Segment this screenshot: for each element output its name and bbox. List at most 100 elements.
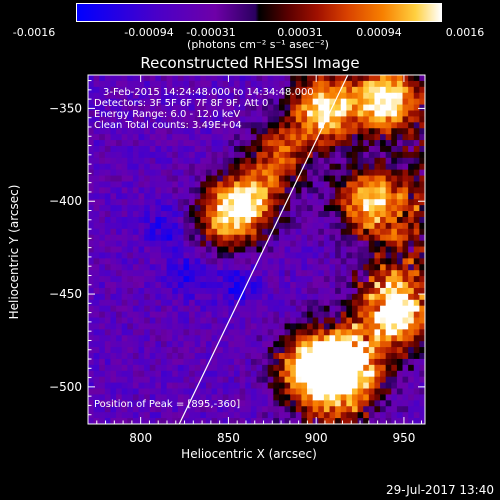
heatmap-cell <box>363 199 370 206</box>
heatmap-cell <box>273 299 280 307</box>
heatmap-cell <box>256 388 263 396</box>
heatmap-cell <box>149 145 156 153</box>
heatmap-cell <box>363 376 370 384</box>
heatmap-cell <box>189 341 196 348</box>
heatmap-cell <box>363 98 370 106</box>
heatmap-cell <box>363 175 370 183</box>
heatmap-cell <box>335 311 342 319</box>
heatmap-cell <box>121 376 128 384</box>
heatmap-cell <box>374 240 381 248</box>
heatmap-cell <box>374 181 381 188</box>
heatmap-cell <box>116 394 123 401</box>
heatmap-cell <box>200 388 207 396</box>
heatmap-cell <box>374 234 381 242</box>
heatmap-cell <box>228 347 235 354</box>
heatmap-cell <box>402 376 409 384</box>
heatmap-cell <box>396 134 404 141</box>
heatmap-cell <box>194 122 201 129</box>
heatmap-cell <box>346 287 353 295</box>
heatmap-cell <box>351 199 359 206</box>
heatmap-cell <box>234 323 241 330</box>
heatmap-cell <box>189 370 196 378</box>
heatmap-cell <box>391 323 398 330</box>
heatmap-cell <box>234 246 241 254</box>
heatmap-cell <box>307 418 314 424</box>
heatmap-cell <box>374 175 381 183</box>
heatmap-cell <box>301 157 308 165</box>
heatmap-cell <box>262 329 269 336</box>
heatmap-cell <box>408 222 415 230</box>
heatmap-cell <box>127 187 134 194</box>
heatmap-cell <box>127 80 134 88</box>
heatmap-cell <box>200 406 207 413</box>
heatmap-cell <box>116 329 123 336</box>
heatmap-cell <box>295 193 303 200</box>
heatmap-cell <box>267 264 274 271</box>
heatmap-cell <box>396 353 404 360</box>
heatmap-cell <box>391 394 398 401</box>
heatmap-cell <box>329 175 336 183</box>
heatmap-cell <box>402 293 409 301</box>
heatmap-cell <box>189 234 196 242</box>
heatmap-cell <box>413 364 420 372</box>
heatmap-cell <box>138 199 145 206</box>
heatmap-cell <box>155 329 162 336</box>
heatmap-cell <box>295 216 303 224</box>
heatmap-cell <box>351 116 359 123</box>
heatmap-cell <box>374 358 381 366</box>
heatmap-cell <box>363 394 370 401</box>
heatmap-cell <box>340 193 347 200</box>
heatmap-cell <box>200 163 207 171</box>
heatmap-cell <box>267 323 274 330</box>
heatmap-cell <box>127 287 134 295</box>
heatmap-cell <box>155 110 162 118</box>
heatmap-cell <box>250 157 258 165</box>
heatmap-cell <box>357 258 364 265</box>
heatmap-cell <box>273 98 280 106</box>
heatmap-cell <box>183 388 190 396</box>
heatmap-cell <box>110 134 117 141</box>
heatmap-cell <box>419 134 425 141</box>
heatmap-cell <box>402 406 409 413</box>
heatmap-cell <box>368 110 376 118</box>
heatmap-cell <box>256 400 263 407</box>
heatmap-cell <box>116 110 123 118</box>
heatmap-cell <box>419 193 425 200</box>
heatmap-cell <box>396 305 404 313</box>
heatmap-cell <box>346 145 353 153</box>
heatmap-cell <box>217 140 224 147</box>
heatmap-cell <box>408 382 415 390</box>
heatmap-cell <box>408 418 415 424</box>
heatmap-cell <box>262 181 269 188</box>
heatmap-cell <box>396 140 404 147</box>
heatmap-cell <box>177 412 185 419</box>
heatmap-cell <box>166 311 173 319</box>
heatmap-cell <box>307 370 314 378</box>
heatmap-cell <box>138 394 145 401</box>
heatmap-cell <box>177 199 185 206</box>
heatmap-cell <box>234 234 241 242</box>
heatmap-cell <box>351 370 359 378</box>
heatmap-cell <box>346 240 353 248</box>
heatmap-cell <box>363 276 370 283</box>
heatmap-cell <box>155 341 162 348</box>
heatmap-cell <box>413 222 420 230</box>
heatmap-cell <box>273 187 280 194</box>
heatmap-cell <box>222 329 230 336</box>
heatmap-cell <box>290 228 297 236</box>
heatmap-cell <box>340 311 347 319</box>
heatmap-cell <box>166 252 173 259</box>
heatmap-cell <box>144 270 151 277</box>
heatmap-cell <box>127 240 134 248</box>
heatmap-cell <box>278 258 286 265</box>
heatmap-cell <box>256 86 263 94</box>
heatmap-cell <box>273 287 280 295</box>
heatmap-cell <box>132 216 140 224</box>
heatmap-cell <box>290 287 297 295</box>
heatmap-cell <box>161 228 168 236</box>
heatmap-cell <box>396 128 404 135</box>
heatmap-cell <box>329 134 336 141</box>
heatmap-cell <box>351 388 359 396</box>
heatmap-cell <box>284 323 291 330</box>
heatmap-cell <box>335 418 342 424</box>
